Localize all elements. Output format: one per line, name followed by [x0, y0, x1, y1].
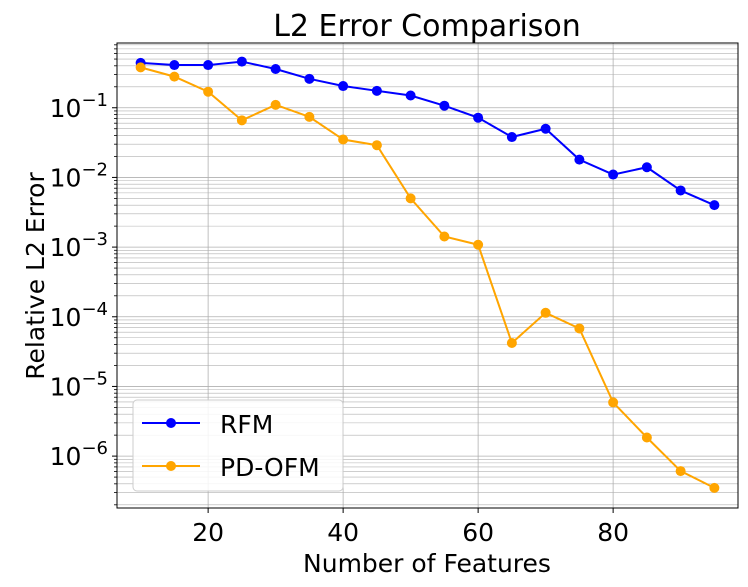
x-axis-label: Number of Features: [303, 549, 551, 578]
data-point-pd-ofm: [439, 231, 450, 242]
x-tick-label: 60: [462, 518, 494, 547]
series-line-pd-ofm: [140, 66, 715, 489]
y-axis-ticks: 10−6 10−5 10−4 10−3 10−2 10−1: [50, 44, 117, 506]
data-point-rfm: [608, 169, 619, 180]
data-point-rfm: [236, 56, 247, 67]
data-point-pd-ofm: [608, 397, 619, 408]
data-point-pd-ofm: [371, 140, 382, 151]
data-point-rfm: [270, 63, 281, 74]
data-point-pd-ofm: [304, 111, 315, 122]
legend: RFM PD-OFM: [132, 399, 344, 492]
y-tick-label: 10−2: [50, 159, 108, 192]
y-tick-label: 10−5: [50, 368, 108, 401]
chart-title: L2 Error Comparison: [273, 9, 581, 44]
data-point-rfm: [304, 73, 315, 84]
data-point-rfm: [371, 85, 382, 96]
data-point-rfm: [641, 162, 652, 173]
data-point-rfm: [338, 81, 349, 92]
data-point-pd-ofm: [675, 466, 686, 477]
data-point-rfm: [169, 60, 180, 71]
y-tick-label: 10−3: [50, 229, 108, 262]
data-point-pd-ofm: [506, 338, 517, 349]
data-point-pd-ofm: [338, 134, 349, 145]
data-point-rfm: [473, 112, 484, 123]
legend-label-pd-ofm: PD-OFM: [220, 453, 320, 482]
data-point-rfm: [203, 60, 214, 71]
data-point-pd-ofm: [135, 62, 146, 73]
data-point-rfm: [506, 132, 517, 143]
data-point-pd-ofm: [473, 239, 484, 250]
y-tick-label: 10−1: [50, 90, 108, 123]
legend-label-rfm: RFM: [220, 410, 273, 439]
data-point-pd-ofm: [270, 99, 281, 110]
x-tick-label: 20: [192, 518, 224, 547]
data-point-pd-ofm: [540, 307, 551, 318]
data-point-pd-ofm: [203, 86, 214, 97]
x-axis-ticks: 20 40 60 80: [192, 508, 629, 547]
x-tick-label: 40: [327, 518, 359, 547]
data-point-pd-ofm: [641, 432, 652, 443]
y-tick-label: 10−4: [50, 299, 108, 332]
y-tick-label: 10−6: [50, 438, 108, 471]
data-point-pd-ofm: [709, 482, 720, 493]
series-line-rfm: [140, 60, 715, 207]
data-point-pd-ofm: [169, 71, 180, 82]
data-point-pd-ofm: [574, 323, 585, 334]
legend-marker-rfm: [166, 418, 176, 428]
legend-marker-pd-ofm: [166, 461, 176, 471]
data-point-pd-ofm: [236, 115, 247, 126]
data-point-pd-ofm: [405, 193, 416, 204]
data-point-rfm: [405, 90, 416, 101]
series-layer: [135, 56, 720, 493]
data-point-rfm: [574, 154, 585, 165]
plot-frame: [116, 42, 739, 509]
x-tick-label: 80: [597, 518, 629, 547]
y-axis-label: Relative L2 Error: [21, 172, 50, 380]
data-point-rfm: [675, 185, 686, 196]
data-point-rfm: [540, 123, 551, 134]
data-point-rfm: [439, 100, 450, 111]
data-point-rfm: [709, 200, 720, 211]
